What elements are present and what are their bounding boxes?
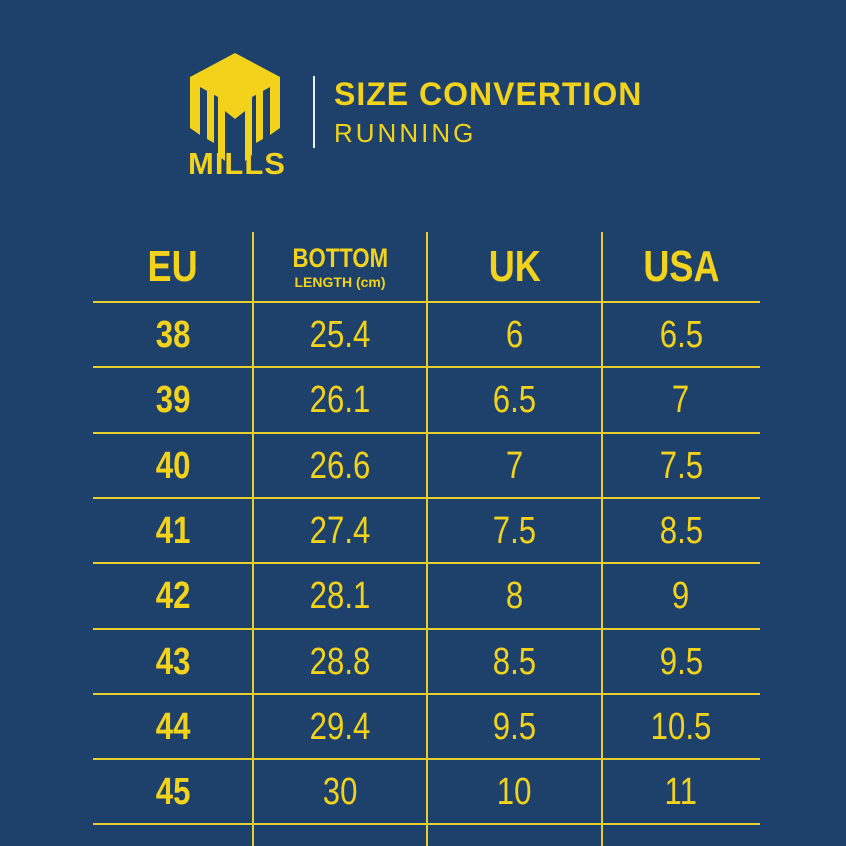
cell-eu: 44 [93,695,253,760]
row-divider [93,562,760,565]
column-divider [426,232,428,846]
cell-value: 28.1 [309,575,371,618]
row-divider [93,301,760,303]
header-uk: UK [488,241,541,291]
cell-eu: 39 [93,368,253,433]
cell-usa: 9.5 [602,630,760,695]
cell-value: 25.4 [309,314,371,356]
cell-value: 30 [322,771,358,814]
cell-bottom-length: 27.4 [253,499,427,564]
cell-usa: 7.5 [602,434,760,499]
cell-eu: 45 [93,760,253,825]
cell-uk: 9.5 [427,695,602,760]
cell-value: 7 [672,379,690,422]
cell-usa: 11 [602,760,760,825]
cell-value: 7.5 [492,509,537,552]
cell-value: 26.1 [309,379,371,422]
cell-bottom-length: 26.6 [253,434,427,499]
cell-value: 8.5 [492,640,537,683]
cell-value: 9.5 [659,640,703,683]
cell-value: 41 [155,509,191,552]
cell-bottom-length: 29.4 [253,695,427,760]
cell-value: 6.5 [492,379,537,422]
cell-usa: 9 [602,564,760,629]
row-divider [93,692,760,695]
cell-value: 44 [155,705,191,748]
cell-value: 39 [155,379,191,422]
cell-usa: 6.5 [602,303,760,368]
header-eu: EU [147,241,199,291]
cell-eu: 38 [93,303,253,368]
row-divider [93,431,760,434]
header-divider [313,76,315,148]
cell-value: 42 [155,575,191,618]
header-length-label: LENGTH (cm) [294,273,386,290]
cell-value: 8 [505,575,524,618]
cell-value: 6 [505,314,524,356]
cell-value: 10.5 [650,705,712,748]
column-divider [252,232,254,846]
cell-value: 8.5 [659,509,703,552]
cell-uk: 8 [427,564,602,629]
column-divider [601,232,603,846]
row-divider [93,366,760,369]
cell-value: 38 [155,314,191,356]
cell-eu: 41 [93,499,253,564]
cell-eu: 42 [93,564,253,629]
header-usa: USA [642,241,720,291]
row-divider [93,758,760,761]
page-title: SIZE CONVERTION [334,76,643,112]
cell-value: 40 [155,444,191,487]
cell-bottom-length: 30 [253,760,427,825]
row-divider [93,627,760,630]
cell-value: 43 [155,640,191,683]
cell-uk: 6 [427,303,602,368]
cell-value: 45 [155,771,191,814]
cell-value: 7.5 [659,444,703,487]
cell-value: 9 [672,575,690,618]
cell-eu: 43 [93,630,253,695]
cell-eu: 40 [93,434,253,499]
header-bottom-label: BOTTOM [292,242,388,273]
cell-value: 29.4 [309,705,371,748]
cell-usa: 10.5 [602,695,760,760]
cell-bottom-length: 28.1 [253,564,427,629]
cell-value: 9.5 [492,705,537,748]
cell-uk: 7 [427,434,602,499]
brand-name: MILLS [188,146,286,181]
cell-value: 7 [505,444,524,487]
header-bottom-length: BOTTOM LENGTH (cm) [253,234,427,299]
cell-bottom-length: 25.4 [253,303,427,368]
mills-logo-icon [190,53,280,161]
cell-usa: 7 [602,368,760,433]
cell-value: 28.8 [309,640,371,683]
cell-uk: 10 [427,760,602,825]
cell-usa: 8.5 [602,499,760,564]
cell-value: 10 [497,771,532,814]
cell-uk: 7.5 [427,499,602,564]
page-subtitle: RUNNING [334,118,477,148]
cell-bottom-length: 26.1 [253,368,427,433]
cell-uk: 6.5 [427,368,602,433]
cell-value: 11 [664,771,698,814]
cell-value: 27.4 [309,509,371,552]
cell-value: 26.6 [309,444,371,487]
cell-uk: 8.5 [427,630,602,695]
row-divider [93,496,760,499]
cell-value: 6.5 [659,314,703,356]
cell-bottom-length: 28.8 [253,630,427,695]
row-divider [93,823,760,826]
